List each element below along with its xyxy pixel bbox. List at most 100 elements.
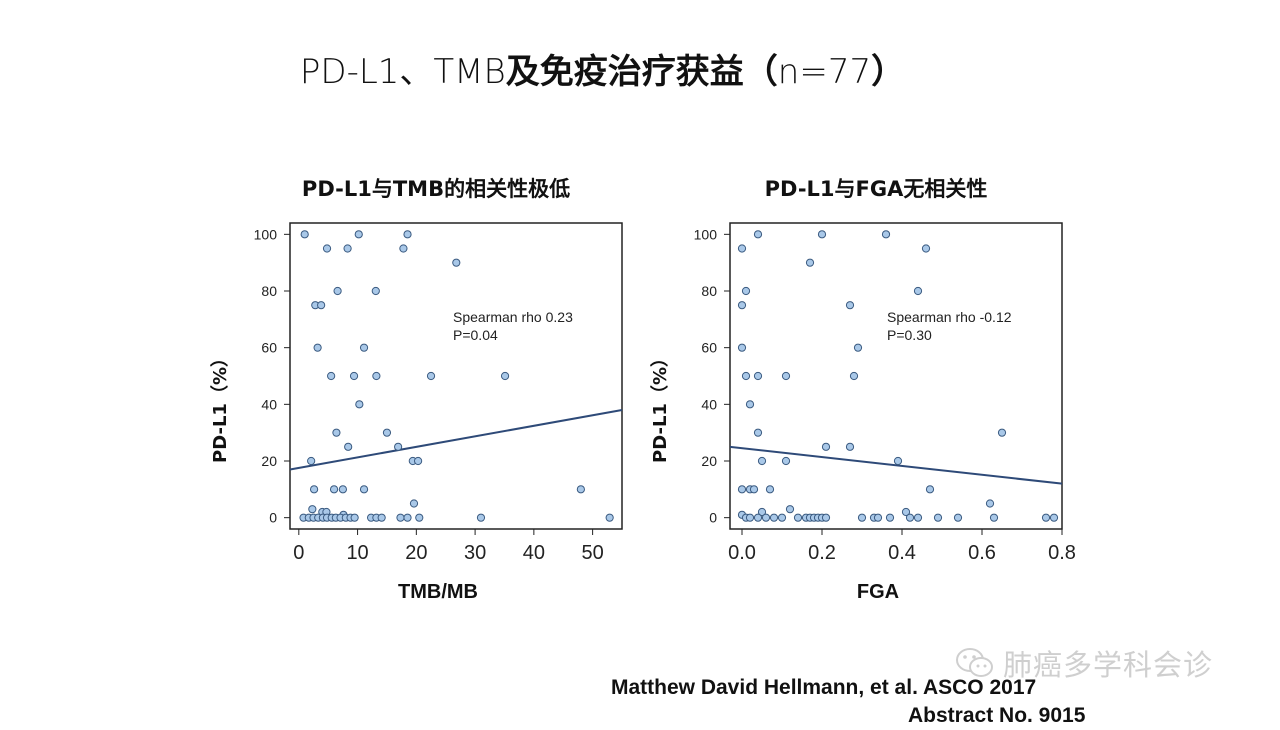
wechat-icon: [956, 648, 993, 677]
y-tick-label: 40: [701, 396, 717, 412]
data-point: [757, 507, 767, 517]
data-point: [349, 371, 359, 381]
y-tick-label: 80: [261, 283, 277, 299]
data-point: [313, 343, 322, 352]
data-point: [781, 456, 791, 466]
x-tick-label: 40: [523, 542, 545, 564]
data-point: [753, 513, 763, 522]
data-point: [737, 301, 747, 310]
data-point: [765, 485, 775, 494]
data-point: [359, 343, 369, 352]
data-point: [322, 244, 332, 253]
plot-frame: [729, 222, 1063, 530]
x-axis-label: TMB/MB: [398, 581, 478, 603]
data-point: [805, 258, 815, 267]
data-point: [329, 485, 339, 494]
data-point: [821, 442, 831, 451]
y-tick-label: 0: [709, 510, 717, 526]
data-point: [737, 343, 747, 352]
data-point: [753, 230, 763, 239]
data-point: [576, 485, 585, 494]
data-point: [893, 456, 903, 466]
y-tick-label: 20: [701, 453, 717, 469]
plot-frame: [289, 222, 623, 530]
data-point: [382, 428, 392, 437]
data-point: [745, 513, 755, 522]
data-point: [1049, 513, 1059, 522]
plot-svg-fga: PD-L1与FGA无相关性 0 20 40 60 80 100 0.0 0.2 0.4 0.6 0.8…: [650, 177, 1076, 603]
title-n: n=77: [777, 52, 872, 92]
stat-annotation: Spearman rho 0.23: [453, 309, 573, 325]
data-point: [777, 513, 787, 522]
data-point: [873, 513, 883, 522]
x-tick-label: 10: [346, 542, 368, 564]
citation-line-2: Abstract No. 9015: [908, 704, 1086, 727]
y-tick-label: 0: [269, 510, 277, 526]
data-point: [332, 428, 341, 437]
y-tick-label: 60: [261, 340, 277, 356]
data-point: [817, 230, 827, 239]
data-point: [913, 286, 923, 296]
data-point: [989, 513, 999, 522]
data-point: [413, 456, 423, 466]
data-point: [344, 442, 353, 451]
data-point: [737, 485, 747, 494]
data-point: [396, 513, 405, 522]
x-tick-label: 0.4: [888, 542, 916, 564]
watermark: 肺癌多学科会诊: [955, 645, 1214, 682]
data-point: [426, 371, 436, 381]
y-tick-label: 80: [701, 283, 717, 299]
citation-line-1: Matthew David Hellmann, et al. ASCO 2017: [611, 676, 1037, 699]
data-point: [845, 301, 855, 310]
slide-title: PD-L1、TMB及免疫治疗获益（n=77）: [0, 44, 1205, 93]
title-open-paren: （: [743, 52, 778, 92]
data-point: [985, 499, 995, 508]
x-tick-label: 30: [464, 542, 486, 564]
data-point: [913, 513, 923, 522]
scatter-plot-fga: PD-L1与FGA无相关性 0 20 40 60 80 100 0.0 0.2 0.4 0.6 0.8…: [640, 165, 1080, 605]
data-point: [761, 513, 771, 522]
x-tick-label: 0: [293, 542, 304, 564]
data-point: [757, 456, 767, 466]
y-tick-label: 60: [701, 340, 717, 356]
data-point: [753, 428, 763, 437]
data-point: [452, 258, 461, 267]
title-close-paren: ）: [871, 52, 906, 92]
data-point: [308, 505, 317, 514]
data-point: [343, 244, 352, 253]
data-point: [753, 371, 763, 381]
data-point: [605, 513, 614, 522]
data-point: [415, 513, 424, 522]
data-point: [921, 244, 931, 253]
data-point: [881, 230, 891, 239]
watermark-text: 肺癌多学科会诊: [1003, 648, 1214, 682]
data-point: [741, 371, 751, 381]
data-point: [1041, 513, 1051, 522]
title-prefix: PD-L1、TMB: [299, 52, 506, 92]
data-point: [371, 286, 380, 296]
data-point: [300, 230, 309, 239]
regression-line: [729, 445, 1063, 485]
data-point: [500, 371, 510, 381]
data-point: [745, 400, 755, 409]
data-point: [317, 301, 326, 310]
data-point: [350, 513, 359, 522]
data-point: [394, 442, 403, 451]
data-point: [905, 513, 915, 522]
x-tick-label: 0.8: [1048, 542, 1076, 564]
data-point: [845, 442, 855, 451]
data-point: [853, 343, 863, 352]
data-point: [327, 371, 336, 381]
plot-svg-tmb: PD-L1与TMB的相关性极低 0 20 40 60 80 100 0 10 20 30 40 50 TM…: [210, 177, 623, 603]
y-tick-label: 100: [254, 226, 278, 242]
data-point: [769, 513, 779, 522]
data-point: [476, 513, 486, 522]
data-point: [309, 485, 319, 494]
x-tick-label: 20: [405, 542, 427, 564]
y-tick-label: 20: [261, 453, 277, 469]
data-point: [933, 513, 943, 522]
data-point: [359, 485, 369, 494]
regression-line: [289, 409, 623, 471]
data-point: [901, 507, 911, 517]
citation: Matthew David Hellmann, et al. ASCO 2017…: [611, 674, 1111, 730]
